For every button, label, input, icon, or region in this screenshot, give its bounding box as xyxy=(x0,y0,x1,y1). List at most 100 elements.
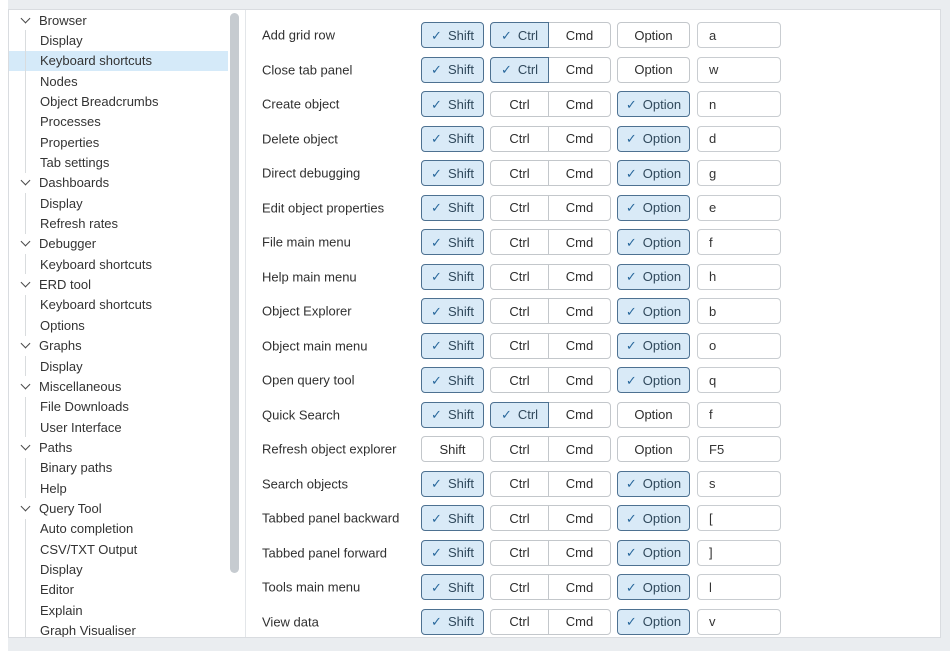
sidebar-item[interactable]: Help xyxy=(9,478,228,498)
ctrl-toggle[interactable]: ✓ Ctrl xyxy=(490,401,549,428)
cmd-toggle[interactable]: Cmd xyxy=(548,574,611,601)
shift-toggle[interactable]: ✓ Shift xyxy=(421,574,484,601)
sidebar-item[interactable]: Tab settings xyxy=(9,152,228,172)
shift-toggle[interactable]: ✓ Shift xyxy=(421,539,484,566)
cmd-toggle[interactable]: Cmd xyxy=(548,608,611,635)
option-toggle[interactable]: ✓ Option xyxy=(617,125,690,152)
sidebar-item[interactable]: Editor xyxy=(9,580,228,600)
key-input[interactable] xyxy=(697,332,781,359)
key-input[interactable] xyxy=(697,263,781,290)
ctrl-toggle[interactable]: Ctrl xyxy=(490,470,549,497)
cmd-toggle[interactable]: Cmd xyxy=(548,91,611,118)
cmd-toggle[interactable]: Cmd xyxy=(548,160,611,187)
ctrl-toggle[interactable]: Ctrl xyxy=(490,263,549,290)
shift-toggle[interactable]: ✓ Shift xyxy=(421,470,484,497)
cmd-toggle[interactable]: Cmd xyxy=(548,436,611,463)
tree-group-row[interactable]: Graphs xyxy=(9,336,228,356)
option-toggle[interactable]: ✓ Option xyxy=(617,263,690,290)
cmd-toggle[interactable]: Cmd xyxy=(548,505,611,532)
ctrl-toggle[interactable]: ✓ Ctrl xyxy=(490,22,549,49)
option-toggle[interactable]: ✓ Option xyxy=(617,505,690,532)
cmd-toggle[interactable]: Cmd xyxy=(548,125,611,152)
option-toggle[interactable]: ✓ Option xyxy=(617,91,690,118)
shift-toggle[interactable]: ✓ Shift xyxy=(421,401,484,428)
chevron-down-icon[interactable] xyxy=(20,237,31,247)
cmd-toggle[interactable]: Cmd xyxy=(548,229,611,256)
sidebar-item[interactable]: Object Breadcrumbs xyxy=(9,91,228,111)
shift-toggle[interactable]: ✓ Shift xyxy=(421,56,484,83)
key-input[interactable] xyxy=(697,229,781,256)
shift-toggle[interactable]: ✓ Shift xyxy=(421,332,484,359)
key-input[interactable] xyxy=(697,401,781,428)
ctrl-toggle[interactable]: Ctrl xyxy=(490,436,549,463)
key-input[interactable] xyxy=(697,22,781,49)
option-toggle[interactable]: ✓ Option xyxy=(617,298,690,325)
shift-toggle[interactable]: ✓ Shift xyxy=(421,194,484,221)
key-input[interactable] xyxy=(697,608,781,635)
key-input[interactable] xyxy=(697,574,781,601)
ctrl-toggle[interactable]: Ctrl xyxy=(490,505,549,532)
sidebar-item[interactable]: Graph Visualiser xyxy=(9,620,228,637)
sidebar-item[interactable]: Options xyxy=(9,315,228,335)
cmd-toggle[interactable]: Cmd xyxy=(548,22,611,49)
ctrl-toggle[interactable]: Ctrl xyxy=(490,194,549,221)
sidebar-item[interactable]: Explain xyxy=(9,600,228,620)
cmd-toggle[interactable]: Cmd xyxy=(548,194,611,221)
shift-toggle[interactable]: ✓ Shift xyxy=(421,229,484,256)
tree-scrollbar-thumb[interactable] xyxy=(230,13,239,573)
sidebar-item[interactable]: Nodes xyxy=(9,71,228,91)
option-toggle[interactable]: ✓ Option xyxy=(617,332,690,359)
tree-group-row[interactable]: Paths xyxy=(9,437,228,457)
cmd-toggle[interactable]: Cmd xyxy=(548,470,611,497)
shift-toggle[interactable]: ✓ Shift xyxy=(421,505,484,532)
chevron-down-icon[interactable] xyxy=(20,501,31,512)
option-toggle[interactable]: ✓ Option xyxy=(617,608,690,635)
ctrl-toggle[interactable]: Ctrl xyxy=(490,367,549,394)
sidebar-item[interactable]: Display xyxy=(9,356,228,376)
option-toggle[interactable]: ✓ Option xyxy=(617,194,690,221)
option-toggle[interactable]: Option xyxy=(617,22,690,49)
shift-toggle[interactable]: ✓ Shift xyxy=(421,298,484,325)
sidebar-item[interactable]: Display xyxy=(9,193,228,213)
ctrl-toggle[interactable]: Ctrl xyxy=(490,125,549,152)
sidebar-item[interactable]: Keyboard shortcuts xyxy=(9,254,228,274)
ctrl-toggle[interactable]: Ctrl xyxy=(490,91,549,118)
shift-toggle[interactable]: ✓ Shift xyxy=(421,22,484,49)
key-input[interactable] xyxy=(697,470,781,497)
sidebar-item[interactable]: User Interface xyxy=(9,417,228,437)
cmd-toggle[interactable]: Cmd xyxy=(548,298,611,325)
sidebar-item[interactable]: Display xyxy=(9,559,228,579)
option-toggle[interactable]: ✓ Option xyxy=(617,160,690,187)
key-input[interactable] xyxy=(697,125,781,152)
shift-toggle[interactable]: Shift xyxy=(421,436,484,463)
key-input[interactable] xyxy=(697,367,781,394)
option-toggle[interactable]: Option xyxy=(617,401,690,428)
option-toggle[interactable]: ✓ Option xyxy=(617,470,690,497)
chevron-down-icon[interactable] xyxy=(20,175,31,186)
tree-group-row[interactable]: Query Tool xyxy=(9,498,228,518)
tree-group-row[interactable]: ERD tool xyxy=(9,274,228,294)
sidebar-item[interactable]: Keyboard shortcuts xyxy=(9,50,228,72)
option-toggle[interactable]: Option xyxy=(617,56,690,83)
sidebar-item[interactable]: Display xyxy=(9,30,228,50)
sidebar-item[interactable]: Properties xyxy=(9,132,228,152)
key-input[interactable] xyxy=(697,194,781,221)
key-input[interactable] xyxy=(697,505,781,532)
ctrl-toggle[interactable]: Ctrl xyxy=(490,298,549,325)
ctrl-toggle[interactable]: Ctrl xyxy=(490,332,549,359)
shift-toggle[interactable]: ✓ Shift xyxy=(421,263,484,290)
sidebar-item[interactable]: CSV/TXT Output xyxy=(9,539,228,559)
ctrl-toggle[interactable]: Ctrl xyxy=(490,229,549,256)
key-input[interactable] xyxy=(697,160,781,187)
ctrl-toggle[interactable]: Ctrl xyxy=(490,160,549,187)
shift-toggle[interactable]: ✓ Shift xyxy=(421,91,484,118)
option-toggle[interactable]: ✓ Option xyxy=(617,574,690,601)
shift-toggle[interactable]: ✓ Shift xyxy=(421,367,484,394)
cmd-toggle[interactable]: Cmd xyxy=(548,539,611,566)
tree-group-row[interactable]: Dashboards xyxy=(9,173,228,193)
ctrl-toggle[interactable]: Ctrl xyxy=(490,608,549,635)
key-input[interactable] xyxy=(697,436,781,463)
key-input[interactable] xyxy=(697,539,781,566)
sidebar-item[interactable]: Binary paths xyxy=(9,458,228,478)
option-toggle[interactable]: Option xyxy=(617,436,690,463)
